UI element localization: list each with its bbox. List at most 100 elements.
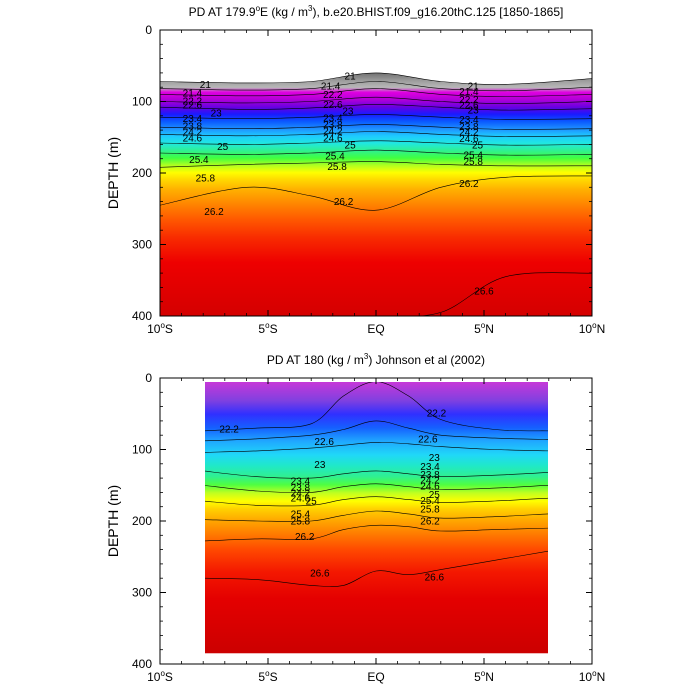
contour-label: 24.2 <box>420 476 440 487</box>
contour-label: 25 <box>429 490 441 501</box>
contour-label: 24.6 <box>323 133 343 144</box>
contour-label: 24.6 <box>420 481 440 492</box>
contour-label: 22.6 <box>323 100 343 111</box>
contour-label: 21 <box>200 80 212 91</box>
contour-label: 23.8 <box>291 483 311 494</box>
isopycnal-22.6 <box>205 420 548 442</box>
isopycnal-lines-top <box>160 72 592 316</box>
y-tick-label: 0 <box>145 23 152 37</box>
contour-label: 25.4 <box>420 496 440 507</box>
contour-label: 23 <box>314 460 326 471</box>
contour-label: 26.2 <box>334 197 354 208</box>
isopycnal-24.6 <box>160 131 592 137</box>
x-tick-label: EQ <box>367 670 384 684</box>
contour-label: 25 <box>217 142 229 153</box>
contour-label: 26.6 <box>310 569 330 580</box>
x-tick-label: 10oS <box>147 321 173 336</box>
x-tick-label: 5oS <box>258 669 277 684</box>
contour-label: 22.6 <box>314 437 334 448</box>
density-fill-bottom <box>205 382 548 654</box>
contour-label: 23 <box>211 108 223 119</box>
isopycnal-26.2 <box>205 524 548 542</box>
x-tick-label: 10oN <box>579 321 605 336</box>
panel-top: PD AT 179.9oE (kg / m3), b.e20.BHIST.f09… <box>105 4 605 336</box>
contour-label: 25.4 <box>291 509 311 520</box>
contour-label: 26.6 <box>474 286 494 297</box>
isopycnal-23 <box>160 104 592 111</box>
contour-label: 25 <box>306 496 318 507</box>
isopycnal-24.2 <box>205 483 548 493</box>
chart-title-top: PD AT 179.9oE (kg / m3), b.e20.BHIST.f09… <box>189 4 564 19</box>
isopycnal-25.4 <box>160 149 592 156</box>
contour-label: 23 <box>468 106 480 117</box>
contour-label: 25.4 <box>325 151 345 162</box>
isopycnal-26.6 <box>205 550 548 587</box>
y-tick-label: 400 <box>132 657 152 671</box>
y-tick-label: 300 <box>132 586 152 600</box>
y-tick-label: 200 <box>132 166 152 180</box>
contour-label: 26.2 <box>420 517 440 528</box>
contour-label: 23.8 <box>420 470 440 481</box>
x-tick-label: 5oS <box>258 321 277 336</box>
contour-label: 23.4 <box>183 114 203 125</box>
contour-label: 26.2 <box>204 207 224 218</box>
isopycnal-22.2 <box>205 382 548 432</box>
contour-label: 25.8 <box>420 504 440 515</box>
contour-label: 23.4 <box>291 476 311 487</box>
axes-top: 10oS 5oS EQ 5oN 10oN 0 100 200 300 400 <box>132 23 605 336</box>
isopycnal-22 <box>160 88 592 97</box>
contour-label: 22.6 <box>459 101 479 112</box>
contour-label: 22.2 <box>183 96 203 107</box>
contour-label: 21.4 <box>321 81 341 92</box>
contour-label: 26.2 <box>459 179 479 190</box>
y-tick-label: 100 <box>132 95 152 109</box>
contour-label: 23 <box>429 453 441 464</box>
contour-label: 24.2 <box>459 128 479 139</box>
density-fill-top <box>160 72 592 316</box>
panel-bottom: PD AT 180 (kg / m3) Johnson et al (2002)… <box>105 352 605 684</box>
isopycnal-25.8 <box>160 161 592 168</box>
chart-title-bottom: PD AT 180 (kg / m3) Johnson et al (2002) <box>267 352 485 367</box>
contour-label: 23.4 <box>459 115 479 126</box>
y-tick-label: 300 <box>132 238 152 252</box>
x-tick-label: 5oN <box>474 321 494 336</box>
isopycnal-22.6 <box>160 96 592 104</box>
contour-label: 23.8 <box>459 122 479 133</box>
contour-label: 22.2 <box>459 95 479 106</box>
contour-label: 24.2 <box>183 128 203 139</box>
contour-label: 21 <box>345 71 357 82</box>
contour-label: 24.6 <box>291 494 311 505</box>
contour-label: 25.8 <box>463 157 483 168</box>
contour-label: 25.8 <box>196 174 216 185</box>
contour-label: 23.8 <box>323 120 343 131</box>
contour-label: 24.2 <box>323 126 343 137</box>
isopycnal-23 <box>205 442 548 453</box>
contour-label: 23.8 <box>183 121 203 132</box>
axes-bottom: 10oS 5oS EQ 5oN 10oN 0 100 200 300 400 <box>132 371 605 684</box>
x-tick-label: 5oN <box>474 669 494 684</box>
contour-label: 21.4 <box>183 88 203 99</box>
contour-label: 24.6 <box>459 134 479 145</box>
isopycnal-21.4 <box>160 81 592 92</box>
isopycnal-21 <box>160 72 592 85</box>
x-tick-label: EQ <box>367 322 384 336</box>
isopycnal-23.4 <box>205 470 548 479</box>
contour-label: 24.2 <box>291 489 311 500</box>
isopycnal-24.2 <box>160 124 592 130</box>
isopycnal-lines-bottom <box>205 382 548 587</box>
contour-label: 22.2 <box>219 424 239 435</box>
contour-label: 25.8 <box>327 162 347 173</box>
isopycnal-25 <box>205 496 548 507</box>
contour-labels-bottom: 22.222.222.6 22.6232323.423.423.823.824.2… <box>219 409 446 584</box>
isopycnal-26.2 <box>160 175 592 211</box>
isopycnal-23.6 <box>160 114 592 120</box>
isopycnal-25 <box>160 140 592 146</box>
contour-label: 23.4 <box>420 462 440 473</box>
y-tick-label: 200 <box>132 514 152 528</box>
contour-label: 22.2 <box>323 90 343 101</box>
contour-label: 25 <box>472 141 484 152</box>
x-tick-label: 10oS <box>147 669 173 684</box>
contour-label: 26.6 <box>425 572 445 583</box>
